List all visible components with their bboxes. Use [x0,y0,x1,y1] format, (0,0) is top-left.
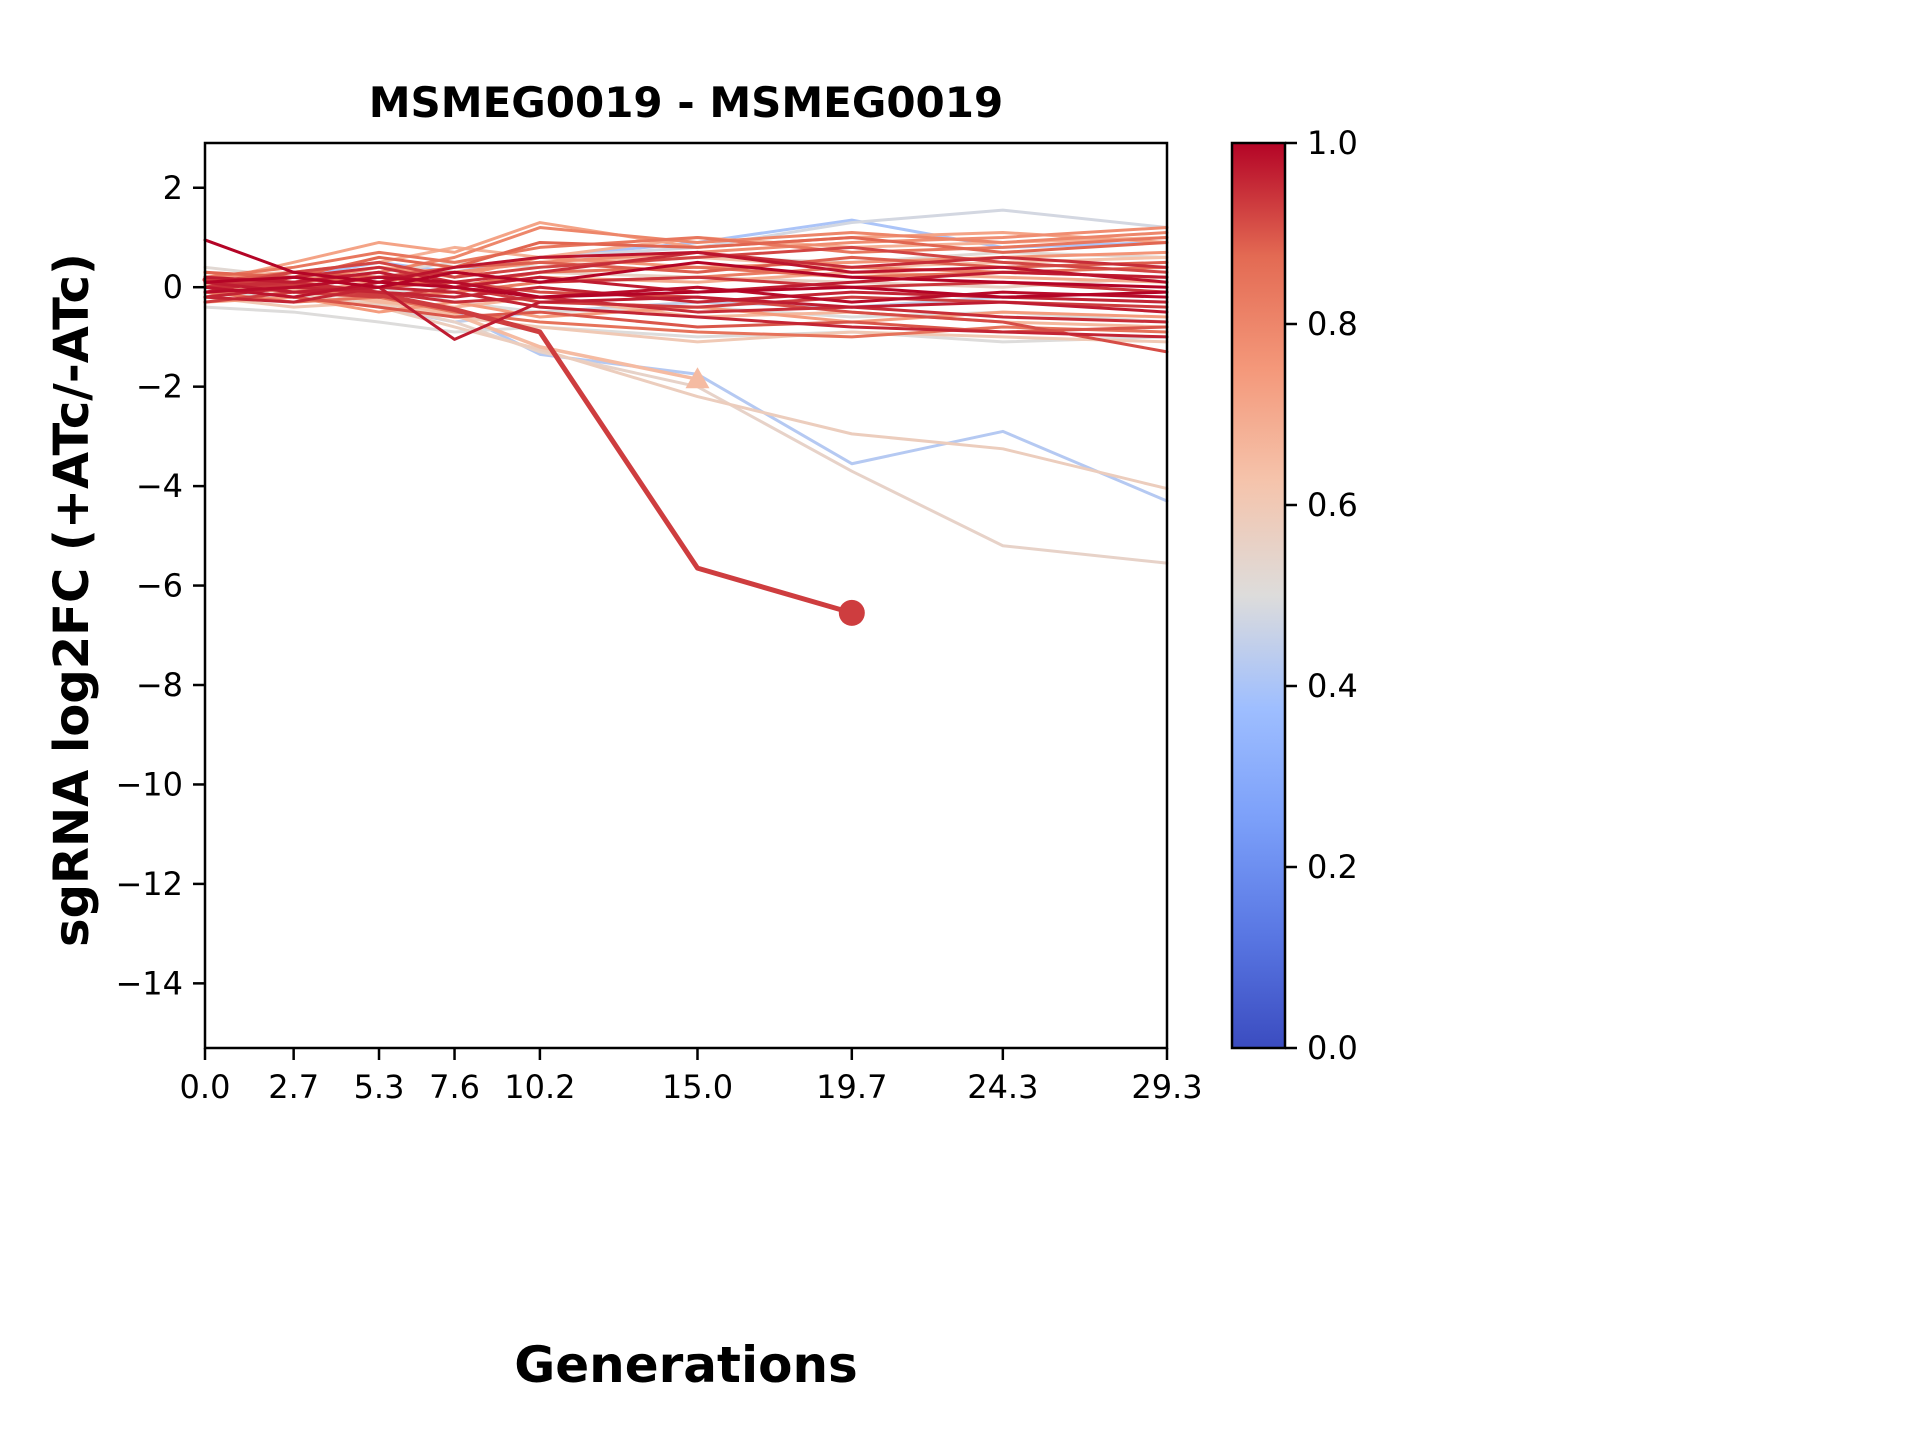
colorbar-gradient [1232,143,1285,1048]
x-tick-label: 5.3 [354,1068,405,1106]
y-tick-label: −14 [115,964,183,1002]
x-tick-label: 0.0 [180,1068,231,1106]
series-line [203,238,1169,299]
x-tick-label: 29.3 [1131,1068,1202,1106]
series-line [203,221,1169,284]
series-line [203,285,1169,339]
y-tick-label: 2 [163,169,183,207]
end-marker-triangle [685,367,710,389]
series-line [203,260,1169,289]
series-line [203,270,1169,294]
series-line [203,235,1169,279]
x-tick-label: 15.0 [662,1068,733,1106]
series-group [202,208,1169,626]
y-tick-label: −10 [115,765,183,803]
y-tick-label: 0 [163,268,183,306]
series-line [203,235,1169,279]
series-line [203,245,1169,289]
series-line [203,295,1169,324]
x-tick-label: 19.7 [816,1068,887,1106]
series-line [203,285,1169,334]
colorbar-tick-label: 0.0 [1307,1029,1358,1067]
x-axis-label: Generations [514,1336,858,1394]
colorbar-tick-label: 1.0 [1307,124,1358,162]
x-tick-label: 24.3 [967,1068,1038,1106]
y-tick-label: −12 [115,865,183,903]
colorbar-tick-label: 0.4 [1307,667,1358,705]
colorbar-tick-label: 0.2 [1307,848,1358,886]
series-line [203,250,1169,299]
series-line [203,250,1169,294]
end-marker-circle [838,599,865,626]
plot-border [203,141,1169,1050]
y-tick-label: −2 [136,368,183,406]
chart-title: MSMEG0019 - MSMEG0019 [368,78,1004,127]
x-tick-label: 10.2 [504,1068,575,1106]
y-tick-label: −6 [136,567,183,605]
x-tick-label: 7.6 [429,1068,480,1106]
colorbar-tick-label: 0.6 [1307,486,1358,524]
series-line [202,277,855,616]
series-line [203,295,1169,344]
y-tick-label: −8 [136,666,183,704]
x-tick-label: 2.7 [268,1068,319,1106]
series-line [203,280,1169,341]
colorbar-tick-label: 0.8 [1307,305,1358,343]
colorbar-border [1230,141,1287,1050]
y-tick-label: −4 [136,467,183,505]
